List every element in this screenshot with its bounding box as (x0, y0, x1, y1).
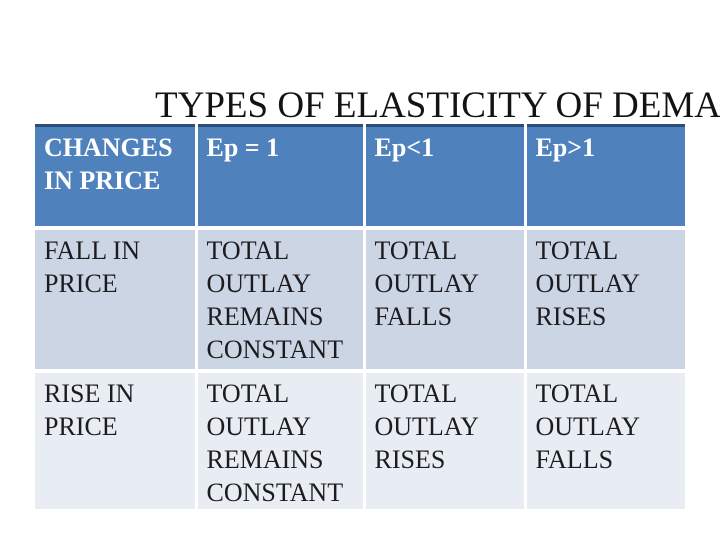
cell-fall-ep-equal-1: TOTAL OUTLAY REMAINS CONSTANT (196, 227, 366, 373)
page-title: TYPES OF ELASTICITY OF DEMAND (155, 85, 720, 126)
cell-rise-in-price: RISE IN PRICE (35, 370, 198, 509)
table-row-rise-in-price: RISE IN PRICE TOTAL OUTLAY REMAINS CONST… (35, 370, 685, 509)
cell-rise-ep-less-1: TOTAL OUTLAY RISES (364, 370, 527, 509)
header-cell-ep-less-1: Ep<1 (364, 125, 527, 230)
table-row-fall-in-price: FALL IN PRICE TOTAL OUTLAY REMAINS CONST… (35, 227, 685, 373)
table-header-row: CHANGES IN PRICE Ep = 1 Ep<1 Ep>1 (35, 125, 685, 230)
header-cell-ep-greater-1: Ep>1 (525, 125, 685, 230)
cell-rise-ep-equal-1: TOTAL OUTLAY REMAINS CONSTANT (196, 370, 366, 509)
header-cell-changes-in-price: CHANGES IN PRICE (35, 125, 198, 230)
cell-fall-ep-greater-1: TOTAL OUTLAY RISES (525, 227, 685, 373)
elasticity-table: CHANGES IN PRICE Ep = 1 Ep<1 Ep>1 FALL I… (35, 124, 685, 509)
cell-fall-ep-less-1: TOTAL OUTLAY FALLS (364, 227, 527, 373)
cell-rise-ep-greater-1: TOTAL OUTLAY FALLS (525, 370, 685, 509)
header-cell-ep-equal-1: Ep = 1 (196, 125, 366, 230)
cell-fall-in-price: FALL IN PRICE (35, 227, 198, 373)
